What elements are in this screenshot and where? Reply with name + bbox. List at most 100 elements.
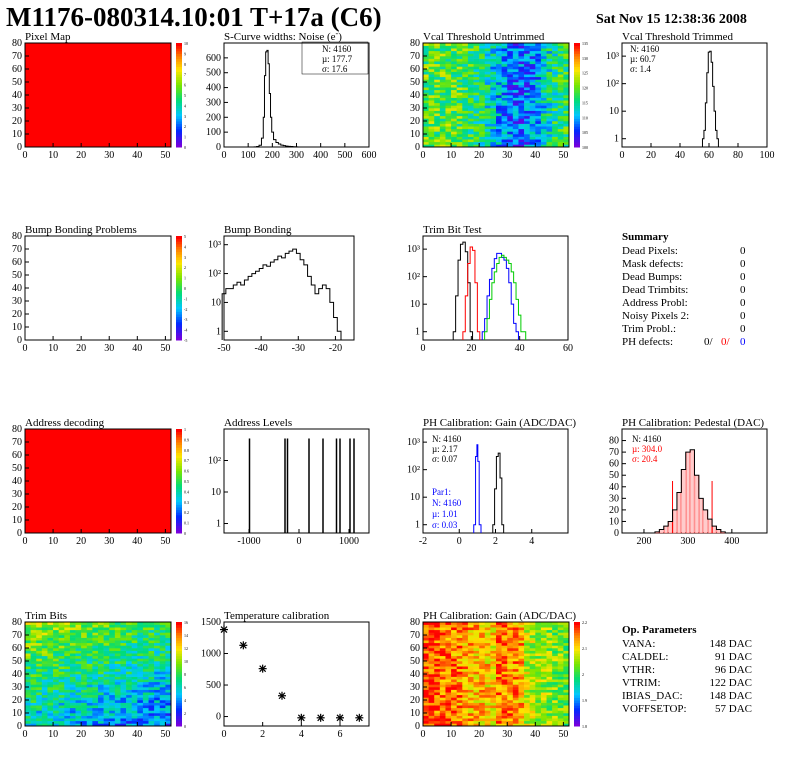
heatmap-cell: [98, 687, 104, 690]
y-tick-label: 60: [609, 459, 619, 470]
heatmap-cell: [484, 63, 491, 67]
heatmap-cell: [473, 705, 480, 709]
heatmap-cell: [154, 676, 161, 680]
heatmap-cell: [518, 653, 525, 657]
heatmap-cell: [529, 53, 536, 57]
y-tick-label: 30: [12, 296, 22, 307]
heatmap-cell: [529, 650, 536, 654]
heatmap-cell: [473, 632, 480, 636]
heatmap-cell: [479, 50, 486, 54]
palette-label: 10: [184, 41, 188, 46]
heatmap-cell: [518, 82, 525, 85]
heatmap-cell: [563, 720, 570, 724]
heatmap-cell: [529, 126, 536, 130]
heatmap-cell: [428, 720, 435, 724]
heatmap-cell: [546, 676, 553, 680]
heatmap-cell: [557, 658, 564, 662]
heatmap-cell: [25, 687, 31, 690]
heatmap-cell: [64, 679, 71, 683]
heatmap-cell: [496, 89, 502, 93]
palette-label: 135: [582, 41, 588, 46]
heatmap-cell: [540, 702, 547, 706]
palette-segment: [574, 718, 580, 722]
heatmap-cell: [456, 43, 463, 46]
heatmap-cell: [148, 632, 155, 636]
heatmap-cell: [86, 723, 93, 727]
heatmap-cell: [423, 100, 429, 104]
heatmap-cell: [131, 671, 138, 675]
heatmap-cell: [58, 723, 65, 727]
heatmap-cell: [540, 87, 547, 91]
x-tick-label: 20: [466, 343, 476, 354]
heatmap-cell: [25, 697, 31, 701]
heatmap-cell: [496, 692, 502, 696]
op-param-value: 122 DAC: [710, 677, 752, 689]
heatmap-cell: [512, 689, 519, 693]
heatmap-cell: [467, 710, 474, 714]
heatmap-cell: [540, 102, 547, 106]
heatmap-cell: [512, 681, 519, 685]
heatmap-cell: [86, 648, 93, 651]
heatmap-cell: [473, 48, 480, 52]
heatmap-cell: [518, 97, 525, 101]
heatmap-cell: [512, 687, 519, 690]
heatmap-cell: [473, 715, 480, 719]
heatmap-cell: [423, 674, 429, 677]
heatmap-cell: [552, 676, 559, 680]
heatmap-cell: [36, 658, 43, 662]
heatmap-cell: [428, 136, 435, 140]
heatmap-cell: [445, 61, 452, 65]
heatmap-cell: [428, 69, 435, 72]
heatmap-cell: [154, 632, 161, 636]
heatmap-cell: [142, 692, 149, 696]
heatmap-cell: [552, 113, 559, 117]
heatmap-cell: [518, 79, 525, 83]
heatmap-cell: [484, 640, 491, 644]
heatmap-cell: [131, 723, 138, 727]
heatmap-cell: [103, 663, 110, 667]
heatmap-cell: [456, 141, 463, 145]
heatmap-cell: [563, 635, 570, 638]
heatmap-cell: [75, 637, 82, 641]
x-tick-label: 60: [563, 343, 573, 354]
stats-line: µ: 60.7: [630, 54, 656, 64]
heatmap-cell: [103, 635, 110, 638]
heatmap-cell: [552, 642, 559, 646]
heatmap-cell: [524, 126, 530, 130]
heatmap-cell: [484, 723, 491, 727]
heatmap-cell: [456, 61, 463, 65]
heatmap-cell: [451, 63, 457, 67]
heatmap-cell: [490, 61, 497, 65]
heatmap-cell: [434, 648, 441, 651]
palette-segment: [176, 658, 182, 662]
heatmap-cell: [462, 45, 469, 49]
heatmap-cell: [512, 141, 519, 145]
heatmap-cell: [47, 720, 54, 724]
heatmap-cell: [462, 684, 469, 688]
heatmap-cell: [159, 713, 166, 716]
heatmap-cell: [434, 79, 441, 83]
heatmap-cell: [103, 674, 110, 677]
heatmap-cell: [473, 648, 480, 651]
heatmap-cell: [529, 635, 536, 638]
heatmap-cell: [507, 110, 514, 114]
heatmap-cell: [467, 102, 474, 106]
heatmap-cell: [501, 684, 508, 688]
stats-line: σ: 0.07: [432, 454, 458, 464]
heatmap-cell: [518, 707, 525, 711]
heatmap-cell: [456, 640, 463, 644]
heatmap-cell: [535, 655, 542, 659]
heatmap-cell: [501, 666, 508, 670]
heatmap-cell: [159, 707, 166, 711]
heatmap-cell: [148, 694, 155, 698]
heatmap-cell: [467, 658, 474, 662]
heatmap-cell: [467, 622, 474, 625]
heatmap-cell: [148, 653, 155, 657]
heatmap-cell: [518, 118, 525, 122]
heatmap-cell: [512, 45, 519, 49]
heatmap-cell: [126, 679, 132, 683]
heatmap-cell: [473, 679, 480, 683]
heatmap-cell: [501, 45, 508, 49]
heatmap-cell: [501, 139, 508, 143]
heatmap-cell: [507, 718, 514, 722]
